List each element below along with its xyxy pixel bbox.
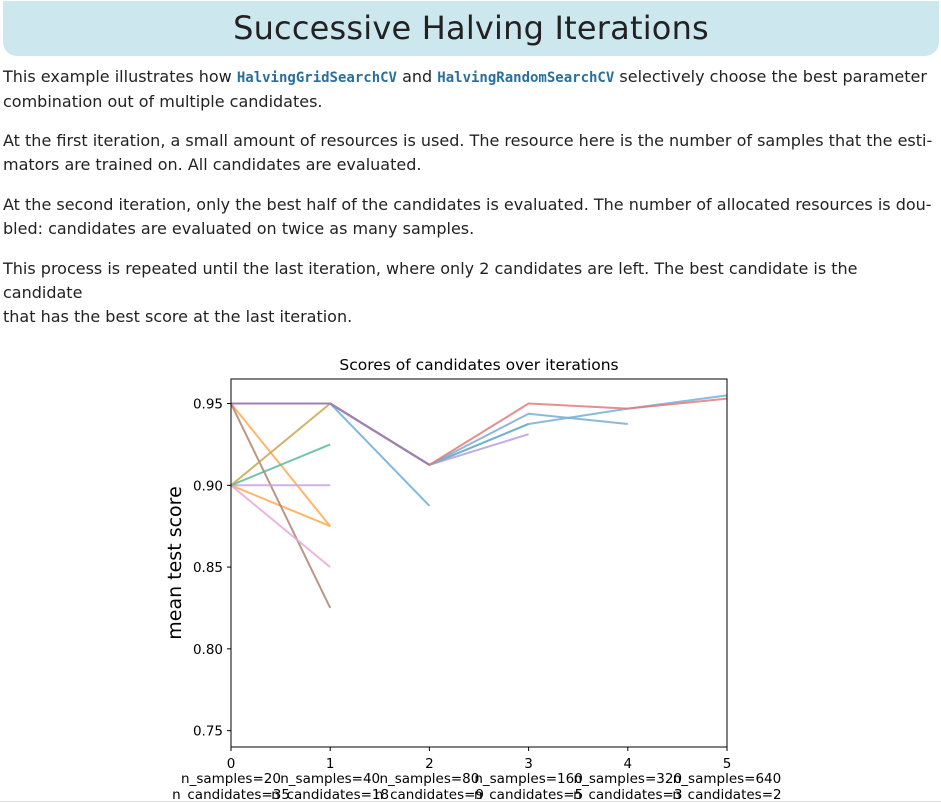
- iteration-samples-label: n_samples=80: [379, 771, 479, 787]
- series-line-6: [230, 402, 331, 487]
- chart-title: Scores of candidates over iterations: [339, 356, 618, 374]
- series-line-2: [230, 403, 332, 609]
- y-axis-label: mean test score: [164, 486, 186, 640]
- iteration-candidates-label: n_candidates=35: [172, 787, 290, 801]
- iteration-samples-label: n_samples=320: [574, 771, 683, 787]
- x-tick-label: 5: [723, 756, 732, 772]
- iteration-candidates-label: n_candidates=2: [672, 787, 781, 801]
- second-iteration-line-2: bled: candidates are evaluated on twice …: [3, 219, 475, 238]
- iteration-samples-label: n_samples=40: [280, 771, 380, 787]
- halving-random-search-link[interactable]: HalvingRandomSearchCV: [437, 70, 615, 86]
- x-tick-label: 2: [425, 756, 434, 772]
- y-tick-label: 0.85: [193, 560, 223, 576]
- series-line-3: [230, 484, 331, 568]
- second-iteration-paragraph: At the second iteration, only the best h…: [3, 193, 938, 241]
- plot-frame: [230, 378, 728, 748]
- series-line-13: [231, 402, 430, 466]
- x-tick-label: 0: [227, 756, 236, 772]
- x-tick-label: 3: [524, 756, 533, 772]
- iteration-candidates-label: n_candidates=9: [375, 787, 484, 801]
- title-banner: Successive Halving Iterations: [3, 1, 939, 56]
- second-iteration-line-1: At the second iteration, only the best h…: [3, 195, 932, 214]
- intro-text-4: combination out of multiple candidates.: [3, 92, 323, 111]
- iteration-samples-label: n_samples=160: [474, 771, 583, 787]
- x-tick-label: 4: [624, 756, 633, 772]
- scores-chart: Scores of candidates over iterations 0.75…: [164, 356, 782, 801]
- iteration-samples-label: n_samples=640: [673, 771, 782, 787]
- y-tick-label: 0.95: [193, 397, 223, 413]
- last-iteration-line-2: that has the best score at the last iter…: [3, 307, 353, 326]
- intro-text-3: selectively choose the best parameter: [614, 67, 927, 86]
- page-title: Successive Halving Iterations: [233, 9, 709, 47]
- iteration-candidates-label: n_candidates=18: [271, 787, 389, 801]
- last-iteration-line-1: This process is repeated until the last …: [3, 259, 858, 302]
- y-tick-label: 0.90: [193, 478, 223, 494]
- y-tick-label: 0.75: [193, 724, 223, 740]
- intro-paragraph: This example illustrates how HalvingGrid…: [3, 65, 938, 114]
- last-iteration-paragraph: This process is repeated until the last …: [3, 257, 938, 329]
- iteration-samples-label: n_samples=20: [181, 771, 281, 787]
- iteration-candidates-label: n_candidates=5: [474, 787, 583, 801]
- series-line-5: [230, 443, 331, 487]
- series-line-7: [231, 402, 431, 507]
- bottom-divider: [0, 801, 941, 802]
- intro-text-2: and: [397, 67, 438, 86]
- intro-text-1: This example illustrates how: [3, 67, 237, 86]
- y-tick-label: 0.80: [193, 642, 223, 658]
- first-iteration-paragraph: At the first iteration, a small amount o…: [3, 129, 938, 177]
- first-iteration-line-1: At the first iteration, a small amount o…: [3, 131, 933, 150]
- iteration-candidates-label: n_candidates=3: [573, 787, 682, 801]
- first-iteration-line-2: mators are trained on. All candidates ar…: [3, 155, 422, 174]
- x-tick-label: 1: [326, 756, 335, 772]
- series-line-10: [231, 402, 628, 466]
- halving-grid-search-link[interactable]: HalvingGridSearchCV: [236, 70, 397, 86]
